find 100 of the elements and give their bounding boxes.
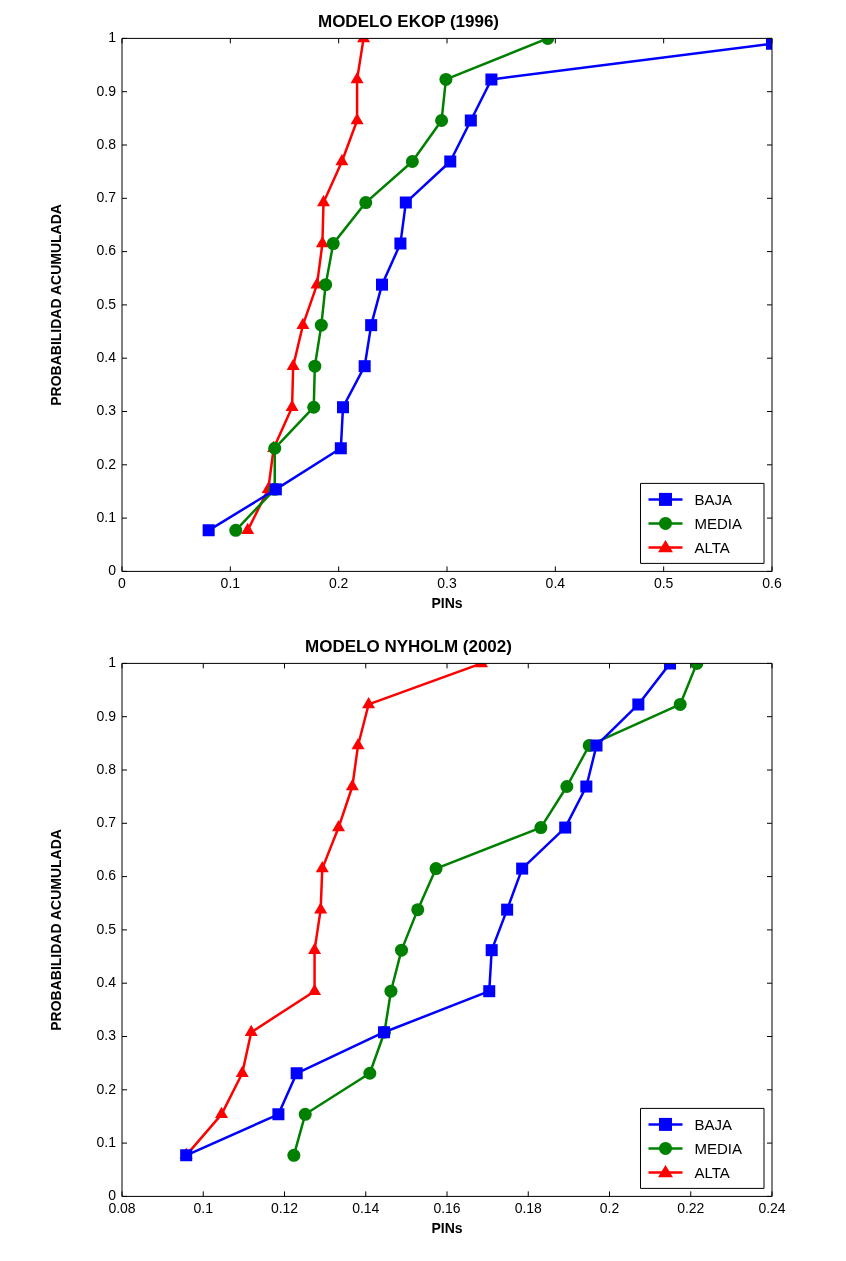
y-tick-label: 0.9: [96, 707, 117, 724]
x-tick-label: 0.1: [193, 1199, 214, 1216]
point: [362, 696, 376, 709]
y-tick-label: 0.2: [96, 1080, 117, 1097]
point: [308, 942, 322, 954]
y-tick-label: 0.1: [96, 1133, 117, 1150]
y-tick-label: 0.3: [96, 1027, 117, 1044]
x-tick-label: 0.2: [328, 574, 349, 591]
point: [336, 401, 350, 414]
point: [501, 903, 514, 916]
point: [358, 360, 371, 373]
point: [444, 155, 457, 168]
point: [405, 155, 419, 169]
point: [229, 523, 243, 537]
point: [345, 779, 359, 791]
point: [315, 236, 329, 248]
point: [534, 821, 548, 835]
x-tick-label: 0.24: [758, 1199, 786, 1216]
y-tick-label: 0.9: [96, 82, 117, 99]
x-tick-label: 0.5: [653, 574, 674, 591]
point: [435, 113, 449, 127]
legend-label: BAJA: [694, 1115, 733, 1133]
y-tick-label: 0.4: [96, 349, 117, 366]
point: [439, 72, 453, 86]
x-axis-title: PINs: [431, 1220, 463, 1237]
point: [350, 112, 364, 125]
point: [673, 697, 687, 711]
point: [394, 237, 407, 250]
x-tick-label: 0.12: [270, 1199, 299, 1216]
legend-label: ALTA: [694, 538, 730, 556]
x-tick-label: 0.3: [437, 574, 457, 591]
x-tick-label: 0.4: [545, 574, 566, 591]
point: [365, 319, 378, 332]
point: [308, 983, 322, 995]
chart-title: MODELO NYHOLM (2002): [305, 636, 512, 656]
point: [559, 821, 572, 834]
chart-title: MODELO EKOP (1996): [317, 11, 500, 31]
x-tick-label: 0.16: [433, 1199, 461, 1216]
point: [485, 73, 498, 86]
point: [516, 862, 529, 875]
point: [202, 524, 215, 537]
point: [363, 1066, 377, 1080]
point: [350, 71, 364, 84]
point: [483, 985, 496, 998]
y-tick-label: 0.5: [96, 295, 117, 312]
legend-label: BAJA: [694, 490, 733, 508]
point: [241, 522, 255, 535]
point: [286, 358, 300, 370]
point: [632, 698, 645, 711]
y-tick-label: 0.7: [96, 189, 117, 206]
point: [287, 1148, 301, 1162]
point: [384, 984, 398, 998]
point: [315, 861, 329, 873]
point: [429, 862, 443, 876]
point: [235, 1065, 249, 1078]
point: [319, 278, 333, 292]
point: [580, 780, 593, 793]
y-tick-label: 0.1: [96, 508, 117, 525]
y-tick-label: 0: [108, 562, 117, 579]
point: [411, 903, 425, 917]
x-axis-title: PINs: [431, 595, 463, 612]
point: [290, 1067, 303, 1080]
y-tick-label: 0.4: [96, 974, 117, 991]
point: [334, 442, 347, 455]
x-tick-label: 0.14: [352, 1199, 380, 1216]
y-tick-label: 0.7: [96, 814, 117, 831]
y-tick-label: 0.3: [96, 402, 117, 419]
y-tick-label: 1: [108, 29, 117, 46]
y-tick-label: 0.5: [96, 920, 117, 937]
point: [464, 114, 477, 127]
point: [399, 196, 412, 209]
point: [326, 237, 340, 251]
point: [308, 359, 322, 373]
y-tick-label: 0.8: [96, 760, 117, 777]
point: [244, 1024, 258, 1036]
y-tick-label: 0.8: [96, 135, 117, 152]
point: [332, 820, 346, 832]
point: [335, 154, 349, 166]
point: [375, 278, 389, 291]
y-tick-label: 0.6: [96, 867, 117, 884]
point: [314, 318, 328, 332]
point: [359, 196, 373, 210]
point: [395, 943, 408, 957]
point: [314, 902, 328, 914]
legend-label: MEDIA: [694, 514, 743, 532]
x-tick-label: 0.1: [220, 574, 241, 591]
point: [560, 780, 574, 794]
point: [285, 399, 299, 411]
y-tick-label: 1: [108, 654, 117, 671]
point: [317, 195, 330, 207]
y-tick-label: 0.6: [96, 242, 117, 259]
point: [351, 737, 365, 750]
point: [307, 400, 321, 414]
legend-label: ALTA: [694, 1163, 730, 1181]
x-tick-label: 0.6: [762, 574, 782, 591]
legend-label: MEDIA: [694, 1139, 743, 1157]
x-tick-label: 0.22: [677, 1199, 705, 1216]
x-tick-label: 0.2: [599, 1199, 620, 1216]
point: [298, 1107, 312, 1121]
point: [485, 944, 498, 957]
